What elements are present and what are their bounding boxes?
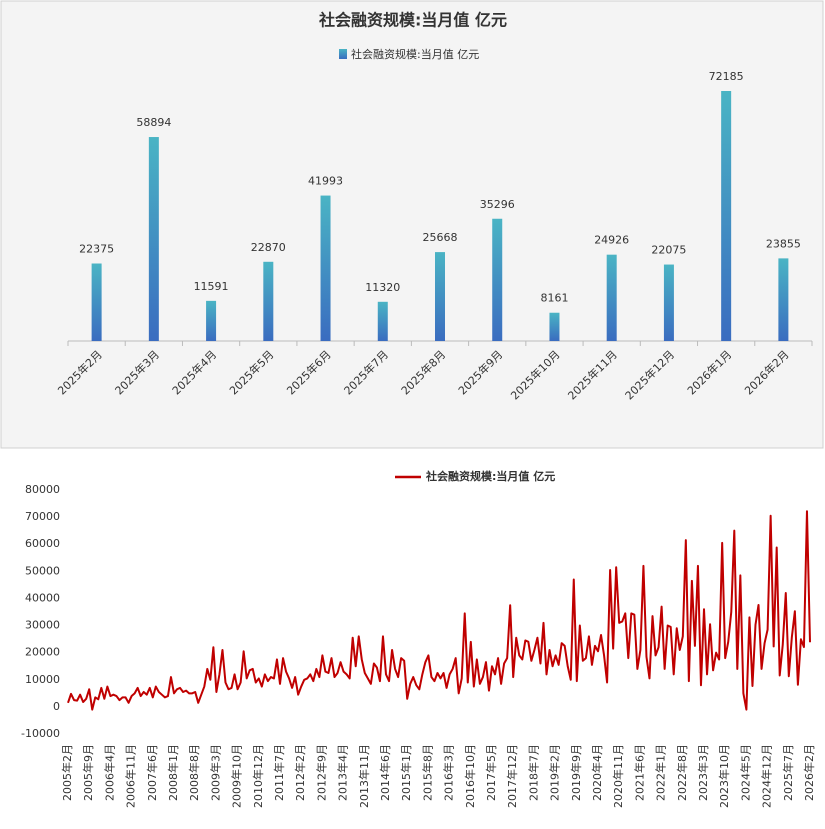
bar (663, 264, 674, 341)
y-tick-label: 10000 (25, 673, 60, 686)
x-tick-label: 2017年12月 (505, 744, 519, 808)
x-tick-label: 2026年2月 (802, 744, 816, 801)
bar (206, 300, 217, 341)
x-tick-label: 2008年1月 (166, 744, 180, 801)
bar (721, 91, 732, 341)
x-tick-label: 2022年1月 (654, 744, 668, 801)
data-label: 58894 (136, 116, 171, 129)
data-label: 72185 (709, 70, 744, 83)
bar (263, 261, 274, 341)
x-tick-label: 2009年10月 (230, 744, 244, 808)
x-tick-label: 2011年7月 (272, 744, 286, 801)
chart-title: 社会融资规模:当月值 亿元 (318, 11, 507, 30)
legend-swatch (339, 49, 347, 59)
y-tick-label: 0 (53, 700, 60, 713)
panel-top (0, 0, 824, 449)
x-tick-label: 2015年1月 (399, 744, 413, 801)
x-tick-label: 2024年5月 (738, 744, 752, 801)
data-label: 8161 (540, 292, 568, 305)
data-label: 24926 (594, 234, 629, 247)
x-tick-label: 2016年10月 (463, 744, 477, 808)
x-tick-label: 2016年3月 (442, 744, 456, 801)
y-tick-label: -10000 (21, 727, 60, 740)
data-label: 22075 (651, 244, 686, 257)
data-label: 41993 (308, 175, 343, 188)
x-tick-label: 2020年4月 (590, 744, 604, 801)
data-label: 25668 (423, 231, 458, 244)
x-tick-label: 2009年3月 (208, 744, 222, 801)
x-tick-label: 2015年8月 (420, 744, 434, 801)
x-tick-label: 2006年11月 (124, 744, 138, 808)
x-tick-label: 2006年4月 (102, 744, 116, 801)
data-label: 11320 (365, 281, 400, 294)
legend-label: 社会融资规模:当月值 亿元 (425, 469, 555, 483)
x-tick-label: 2012年2月 (293, 744, 307, 801)
x-tick-label: 2012年9月 (314, 744, 328, 801)
bar (148, 137, 159, 341)
y-tick-label: 30000 (25, 619, 60, 632)
x-tick-label: 2022年8月 (675, 744, 689, 801)
x-tick-label: 2019年9月 (569, 744, 583, 801)
data-label: 11591 (194, 280, 229, 293)
bar (606, 254, 617, 341)
x-tick-label: 2020年11月 (611, 744, 625, 808)
y-tick-label: 50000 (25, 564, 60, 577)
x-tick-label: 2013年4月 (336, 744, 350, 801)
y-tick-label: 80000 (25, 483, 60, 496)
y-tick-label: 40000 (25, 591, 60, 604)
data-label: 22375 (79, 243, 114, 256)
legend-label: 社会融资规模:当月值 亿元 (351, 47, 479, 61)
line-series (67, 510, 811, 711)
bar (320, 195, 331, 341)
x-tick-label: 2005年2月 (60, 744, 74, 801)
x-tick-label: 2019年2月 (548, 744, 562, 801)
x-tick-label: 2018年7月 (526, 744, 540, 801)
x-tick-label: 2010年12月 (251, 744, 265, 808)
x-tick-label: 2017年5月 (484, 744, 498, 801)
x-tick-label: 2023年10月 (717, 744, 731, 808)
bar (549, 312, 560, 341)
data-label: 23855 (766, 237, 801, 250)
x-tick-label: 2023年3月 (696, 744, 710, 801)
data-label: 22870 (251, 241, 286, 254)
x-tick-label: 2014年6月 (378, 744, 392, 801)
y-tick-label: 60000 (25, 537, 60, 550)
x-tick-label: 2021年6月 (632, 744, 646, 801)
bar (91, 263, 102, 341)
x-tick-label: 2007年6月 (145, 744, 159, 801)
bar (492, 218, 503, 341)
bar (778, 258, 789, 341)
x-tick-label: 2025年7月 (781, 744, 795, 801)
x-tick-label: 2005年9月 (81, 744, 95, 801)
bar (377, 301, 388, 341)
data-label: 35296 (480, 198, 515, 211)
x-tick-label: 2013年11月 (357, 744, 371, 808)
bar (435, 252, 445, 341)
y-tick-label: 70000 (25, 510, 60, 523)
y-tick-label: 20000 (25, 646, 60, 659)
x-tick-label: 2024年12月 (760, 744, 774, 808)
x-tick-label: 2008年8月 (187, 744, 201, 801)
